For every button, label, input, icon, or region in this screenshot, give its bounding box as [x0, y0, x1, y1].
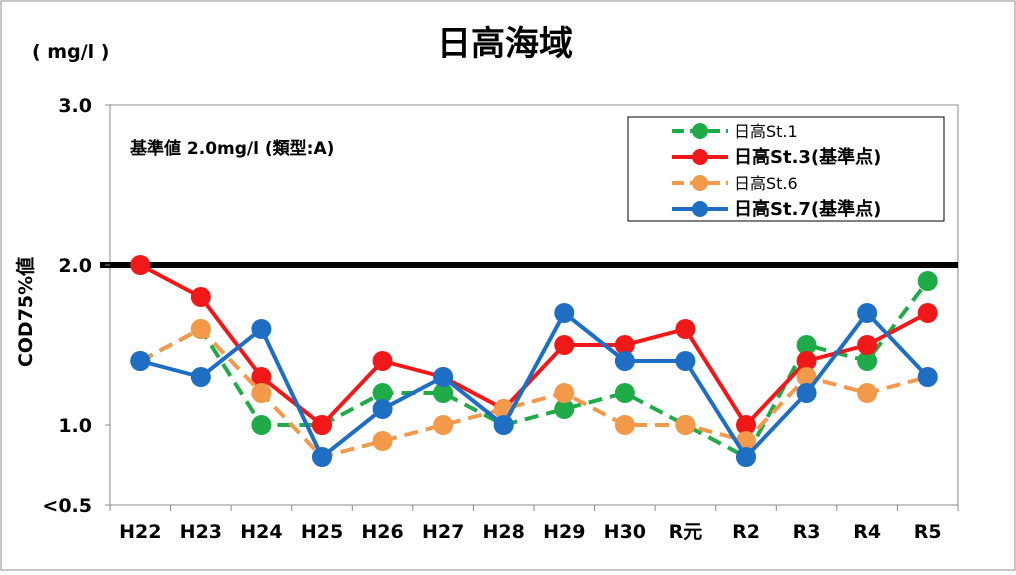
data-point: [251, 383, 272, 403]
data-point: [857, 351, 878, 371]
y-tick-label: 2.0: [58, 255, 92, 277]
data-point: [554, 303, 575, 323]
legend-marker: [692, 175, 708, 191]
x-tick-label: R4: [853, 521, 881, 543]
data-point: [312, 415, 332, 435]
x-tick-label: R3: [793, 521, 821, 543]
data-point: [796, 335, 817, 355]
standard-label: 基準値 2.0mg/l (類型:A): [129, 138, 334, 159]
data-point: [190, 319, 211, 339]
data-point: [190, 367, 211, 387]
data-point: [130, 255, 151, 275]
data-point: [130, 351, 151, 371]
x-tick-label: H22: [119, 521, 161, 543]
data-point: [857, 303, 878, 323]
series-3: [130, 319, 938, 467]
legend-marker: [692, 201, 708, 217]
data-point: [312, 447, 332, 467]
x-tick-label: R元: [669, 521, 703, 543]
x-tick-label: H29: [543, 521, 585, 543]
y-tick-label: <0.5: [42, 495, 92, 517]
x-tick-label: H26: [361, 521, 403, 543]
data-point: [554, 383, 575, 403]
series-4: [130, 303, 938, 467]
series-line: [139, 263, 929, 427]
data-point: [372, 351, 393, 371]
x-tick-label: H28: [483, 521, 525, 543]
data-point: [917, 271, 938, 291]
data-point: [796, 351, 817, 371]
legend: 日高St.1 日高St.3(基準点) 日高St.6 日高St.7(基準点): [627, 116, 945, 222]
data-point: [554, 335, 575, 355]
chart-title: 日高海域: [437, 24, 573, 64]
x-tick-label: H27: [422, 521, 464, 543]
data-point: [675, 319, 696, 339]
data-point: [372, 383, 393, 403]
data-point: [796, 383, 817, 403]
data-point: [554, 399, 575, 419]
data-point: [857, 383, 878, 403]
data-point: [372, 431, 393, 451]
axes-layer: H22 H23 H24 H25 H26 H27 H28 H29 H30 R元 R2 R3 R4 R5 <0.…: [42, 95, 959, 543]
data-point: [433, 383, 454, 403]
data-point: [190, 287, 211, 307]
data-point: [614, 335, 635, 355]
data-point: [251, 415, 272, 435]
data-point: [917, 303, 938, 323]
data-point: [433, 367, 454, 387]
legend-marker: [692, 123, 708, 139]
data-point: [251, 319, 272, 339]
data-point: [614, 415, 635, 435]
legend-label: 日高St.3(基準点): [734, 146, 881, 168]
legend-label: 日高St.6: [734, 174, 798, 193]
data-point: [675, 351, 696, 371]
y-tick-label: 3.0: [58, 95, 92, 117]
y-tick-label: 1.0: [58, 415, 92, 437]
legend-box: [627, 116, 945, 222]
data-point: [614, 351, 635, 371]
y-axis-label: COD75%値: [15, 257, 37, 367]
series-layer: [130, 255, 938, 467]
x-tick-label: R5: [914, 521, 942, 543]
x-tick-label: H25: [301, 521, 343, 543]
legend-marker: [692, 149, 708, 165]
x-tick-label: H24: [240, 521, 282, 543]
data-point: [372, 399, 393, 419]
unit-label: ( mg/l ): [32, 41, 109, 63]
series-line: [139, 327, 929, 459]
legend-label: 日高St.7(基準点): [734, 198, 881, 220]
data-point: [917, 367, 938, 387]
x-tick-label: H23: [180, 521, 222, 543]
data-point: [251, 367, 272, 387]
data-point: [736, 447, 756, 467]
data-point: [675, 415, 696, 435]
data-point: [614, 383, 635, 403]
data-point: [493, 415, 514, 435]
legend-label: 日高St.1: [734, 122, 798, 141]
x-tick-label: H30: [604, 521, 646, 543]
data-point: [857, 335, 878, 355]
data-point: [433, 415, 454, 435]
series-line: [139, 279, 930, 459]
x-tick-label: R2: [732, 521, 760, 543]
series-line: [139, 311, 930, 459]
data-point: [796, 367, 817, 387]
data-point: [736, 415, 756, 435]
